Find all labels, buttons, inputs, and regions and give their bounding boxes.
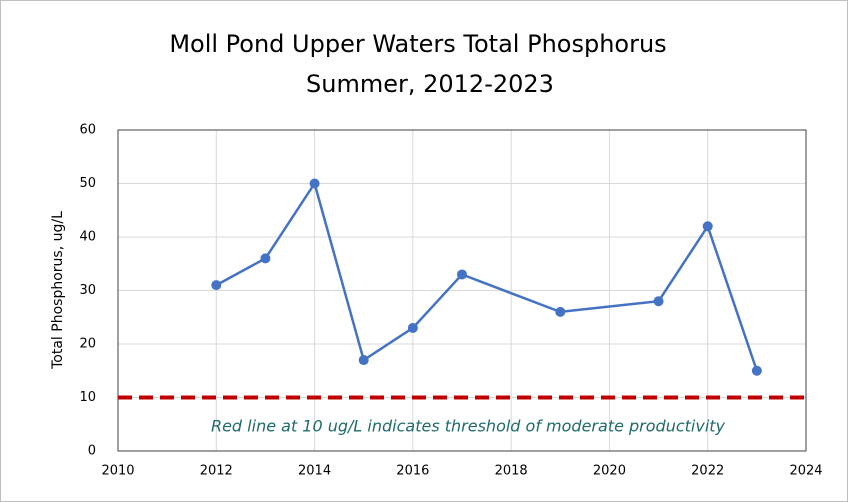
x-tick-label: 2014 bbox=[298, 464, 331, 479]
data-line bbox=[215, 180, 759, 372]
data-point bbox=[211, 280, 222, 291]
y-tick-label: 40 bbox=[79, 230, 96, 245]
x-tick-label: 2010 bbox=[101, 464, 134, 479]
x-tick-label: 2020 bbox=[593, 464, 626, 479]
data-point bbox=[555, 306, 566, 317]
y-tick-label: 30 bbox=[79, 283, 96, 298]
annotation: Red line at 10 ug/L indicates threshold … bbox=[211, 417, 726, 436]
y-tick-label: 50 bbox=[79, 176, 96, 191]
data-point bbox=[653, 296, 664, 307]
y-tick-label: 0 bbox=[88, 444, 96, 459]
data-point bbox=[358, 355, 369, 366]
data-point bbox=[702, 221, 713, 232]
chart-subtitle: Summer, 2012-2023 bbox=[306, 70, 554, 98]
x-tick-label: 2024 bbox=[789, 464, 822, 479]
data-point bbox=[309, 178, 320, 189]
y-tick-label: 10 bbox=[79, 390, 96, 405]
data-point bbox=[407, 322, 418, 333]
x-tick-label: 2022 bbox=[691, 464, 724, 479]
x-tick-label: 2018 bbox=[495, 464, 528, 479]
data-point bbox=[260, 253, 271, 264]
y-tick-label: 60 bbox=[79, 123, 96, 138]
y-axis-label: Total Phosphorus, ug/L bbox=[50, 211, 66, 370]
data-point bbox=[457, 269, 467, 280]
x-tick-label: 2016 bbox=[396, 464, 429, 479]
chart-title: Moll Pond Upper Waters Total Phosphorus bbox=[169, 30, 666, 58]
y-tick-label: 20 bbox=[79, 337, 96, 352]
x-tick-label: 2012 bbox=[200, 464, 233, 479]
data-point bbox=[751, 365, 762, 376]
plot-area bbox=[117, 129, 807, 452]
